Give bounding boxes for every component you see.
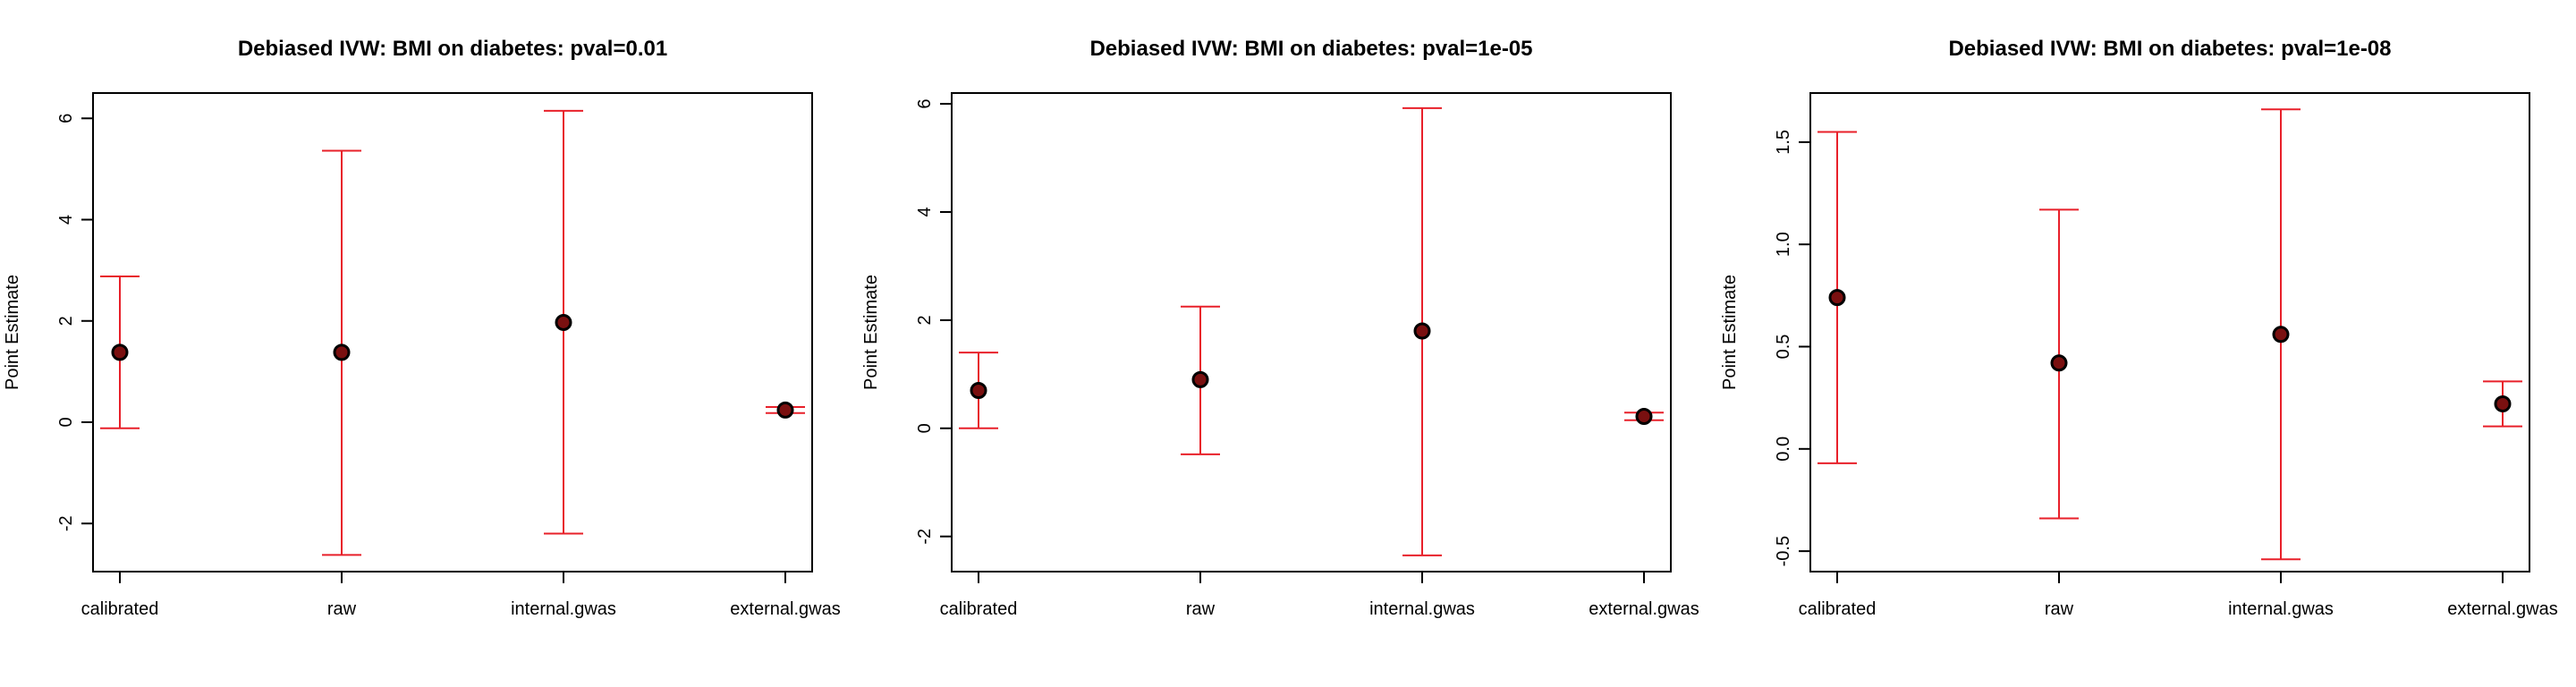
data-point [333,344,351,361]
chart-panel-1: Debiased IVW: BMI on diabetes: pval=0.01… [3,37,841,619]
data-point [2272,326,2290,344]
data-point [1828,289,1846,307]
chart-panel-3: Debiased IVW: BMI on diabetes: pval=1e-0… [1720,37,2558,619]
plot-frame [951,92,1672,572]
x-tick-label: calibrated [1799,599,1877,619]
data-point [111,344,129,361]
chart-panel-2: Debiased IVW: BMI on diabetes: pval=1e-0… [861,37,1699,619]
y-axis-label: Point Estimate [3,275,22,390]
y-tick-label: 4 [56,215,76,225]
y-tick-label: 6 [915,99,935,109]
y-tick-label: 0.0 [1774,437,1793,462]
y-tick-label: 4 [915,207,935,216]
chart-title: Debiased IVW: BMI on diabetes: pval=0.01 [238,37,667,61]
x-tick-label: internal.gwas [1369,599,1475,619]
y-tick-label: -0.5 [1774,536,1793,566]
y-tick-label: 2 [915,315,935,325]
x-tick-label: calibrated [81,599,159,619]
data-point [2494,395,2512,413]
x-tick-label: external.gwas [730,599,840,619]
data-point [776,401,794,419]
data-point [2050,354,2068,372]
x-tick-label: raw [1186,599,1216,619]
data-point [1635,408,1653,426]
y-tick-label: 6 [56,114,76,123]
x-tick-label: calibrated [940,599,1018,619]
data-point [1191,370,1209,388]
x-tick-label: raw [2045,599,2074,619]
data-point [970,381,987,399]
y-tick-label: -2 [56,515,76,531]
plot-frame [92,92,813,572]
y-tick-label: 0.5 [1774,335,1793,360]
chart-title: Debiased IVW: BMI on diabetes: pval=1e-0… [1089,37,1532,61]
plot-frame [1809,92,2530,572]
y-axis-label: Point Estimate [861,275,881,390]
x-tick-label: raw [327,599,357,619]
chart-title: Debiased IVW: BMI on diabetes: pval=1e-0… [1948,37,2391,61]
y-tick-label: 1.5 [1774,130,1793,155]
data-point [1413,322,1431,340]
y-axis-label: Point Estimate [1720,275,1740,390]
y-tick-label: 0 [915,423,935,433]
y-tick-label: 2 [56,316,76,326]
x-tick-label: external.gwas [2447,599,2557,619]
y-tick-label: 1.0 [1774,232,1793,257]
x-tick-label: external.gwas [1589,599,1699,619]
x-tick-label: internal.gwas [511,599,616,619]
data-point [555,313,572,331]
y-tick-label: -2 [915,529,935,545]
y-tick-label: 0 [56,417,76,427]
x-tick-label: internal.gwas [2228,599,2334,619]
